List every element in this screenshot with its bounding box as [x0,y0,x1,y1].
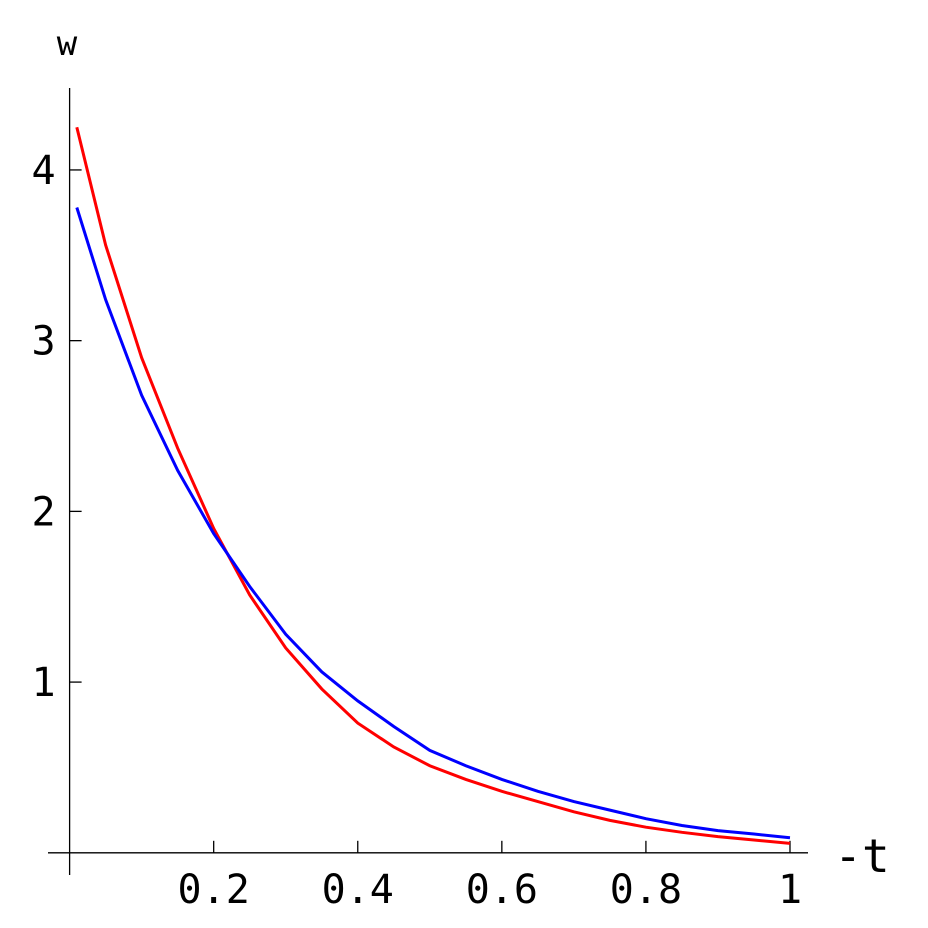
x-tick-label: 0.8 [610,867,682,913]
y-axis-label: w [57,24,78,64]
y-tick-label: 1 [32,660,56,706]
line-series [75,126,791,845]
y-tick-label: 2 [32,489,56,535]
line-series [75,207,791,840]
y-tick-label: 3 [32,319,56,365]
x-axis-label: -t [834,829,889,883]
y-tick-label: 4 [32,148,56,194]
x-tick-label: 0.2 [178,867,250,913]
x-tick-label: 1 [778,867,802,913]
x-tick-label: 0.4 [322,867,394,913]
x-tick-label: 0.6 [466,867,538,913]
